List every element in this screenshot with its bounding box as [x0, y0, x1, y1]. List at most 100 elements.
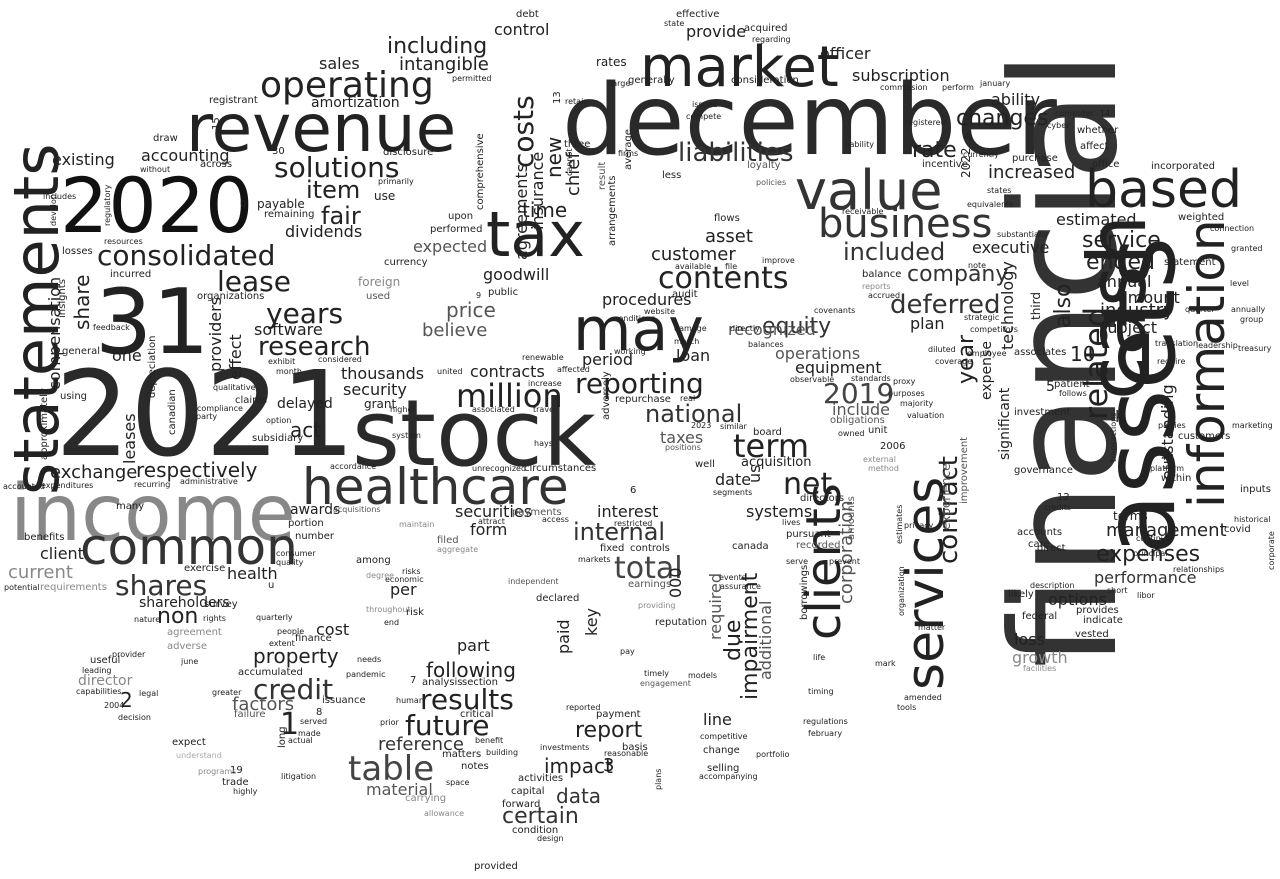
word-credit: credit — [253, 673, 334, 706]
word-well: well — [695, 459, 715, 470]
word-treasury: treasury — [1238, 344, 1272, 353]
word-affected: affected — [557, 365, 590, 374]
word-tools: tools — [897, 703, 917, 712]
word-solutions: solutions — [274, 151, 400, 184]
word-provider: provider — [112, 650, 146, 659]
word-currently: currently — [963, 150, 999, 159]
word-amounts: amounts — [846, 496, 857, 540]
word-procedures: procedures — [602, 290, 692, 309]
word-timely: timely — [644, 669, 670, 678]
word-12: 12 — [1057, 492, 1070, 503]
word-income: income — [10, 469, 296, 559]
word-k: k — [1115, 407, 1125, 426]
word-perform: perform — [942, 83, 974, 92]
word-market: market — [640, 35, 839, 100]
word-public: public — [488, 287, 519, 298]
word-losses: losses — [62, 246, 93, 257]
word-effect: effect — [226, 334, 245, 380]
word-fair: fair — [321, 202, 361, 230]
word-repurchase: repurchase — [615, 394, 671, 405]
word-among: among — [356, 555, 391, 566]
word-incentive: incentive — [922, 159, 968, 170]
word-section: section — [462, 677, 499, 688]
word-third: third — [1029, 292, 1043, 320]
word-platform: platform — [1150, 464, 1184, 473]
word-portfolio: portfolio — [756, 750, 790, 759]
word-vested: vested — [1075, 629, 1109, 640]
word-pursuant: pursuant — [786, 529, 831, 540]
word-director: director — [78, 673, 133, 689]
word-insurance: insurance — [528, 151, 547, 230]
word-receivable: receivable — [842, 207, 884, 216]
word-prevent: prevent — [829, 557, 860, 566]
word-events: events — [719, 573, 746, 582]
word-debt: debt — [516, 9, 539, 20]
word-throughout: throughout — [366, 605, 411, 614]
word-end: end — [384, 618, 400, 627]
word-factors: factors — [232, 694, 295, 715]
word-available: available — [675, 262, 712, 271]
word-legal: legal — [139, 689, 159, 698]
word-strategic: strategic — [964, 313, 1000, 322]
word-provides: provides — [1076, 605, 1119, 616]
word-audit: audit — [672, 289, 698, 300]
word-dividends: dividends — [285, 222, 363, 241]
word-commission: commission — [880, 83, 928, 92]
word-including: including — [387, 34, 488, 59]
word-price: price — [446, 298, 496, 322]
word-pandemic: pandemic — [346, 670, 386, 679]
word-space: space — [446, 778, 470, 787]
word-thousands: thousands — [341, 364, 425, 383]
word-time: time — [522, 198, 568, 222]
word-current: current — [8, 562, 73, 583]
word-4: 4 — [964, 129, 973, 145]
word-matter: matter — [918, 623, 946, 632]
word-tax: tax — [486, 198, 585, 271]
word-benefits: benefits — [24, 532, 65, 543]
word-capital: capital — [511, 786, 545, 797]
word-increased: increased — [988, 162, 1076, 183]
word-libor: libor — [1137, 591, 1155, 600]
word-economic: economic — [385, 575, 424, 584]
word-extent: extent — [269, 639, 295, 648]
word-design: design — [537, 834, 564, 843]
word-results: results — [420, 683, 514, 716]
word-regulations: regulations — [803, 717, 848, 726]
word-client: client — [40, 544, 84, 563]
word-real: real — [680, 394, 696, 403]
word-7: 7 — [410, 675, 417, 686]
word-reasonable: reasonable — [604, 749, 649, 758]
word-stock: stock — [352, 380, 597, 487]
word-foreign: foreign — [358, 275, 401, 289]
word-sales: sales — [319, 54, 360, 73]
word-canadian: canadian — [167, 389, 178, 435]
word-consideration: consideration — [731, 75, 799, 86]
word-impact: impact — [544, 754, 613, 778]
word-human: human — [396, 696, 424, 705]
word-coverage: coverage — [935, 357, 973, 366]
word-form: form — [470, 520, 508, 539]
word-recognized: recognized — [728, 320, 816, 339]
word-develop: develop — [49, 194, 58, 226]
word-competitive: competitive — [700, 732, 748, 741]
word-aggregate: aggregate — [437, 545, 479, 554]
word-january: january — [980, 79, 1011, 88]
word-6: 6 — [630, 485, 637, 496]
word-business: business — [818, 201, 993, 247]
word-independent: independent — [508, 577, 559, 586]
word-consolidated: consolidated — [97, 239, 276, 272]
word-three: three — [564, 139, 591, 150]
word-internal: internal — [573, 518, 666, 546]
word-circumstances: circumstances — [524, 463, 597, 474]
word-portion: portion — [288, 518, 324, 529]
word-officer: officer — [820, 44, 871, 63]
word-method: method — [868, 464, 899, 473]
word-future: future — [405, 709, 490, 742]
word-whether: whether — [1077, 125, 1119, 136]
word-risks: risks — [402, 567, 421, 576]
word-pay: pay — [620, 647, 635, 656]
word-currency: currency — [384, 257, 428, 268]
word-item: item — [306, 176, 361, 204]
word-share: share — [70, 274, 94, 330]
word-finance: finance — [295, 633, 332, 644]
